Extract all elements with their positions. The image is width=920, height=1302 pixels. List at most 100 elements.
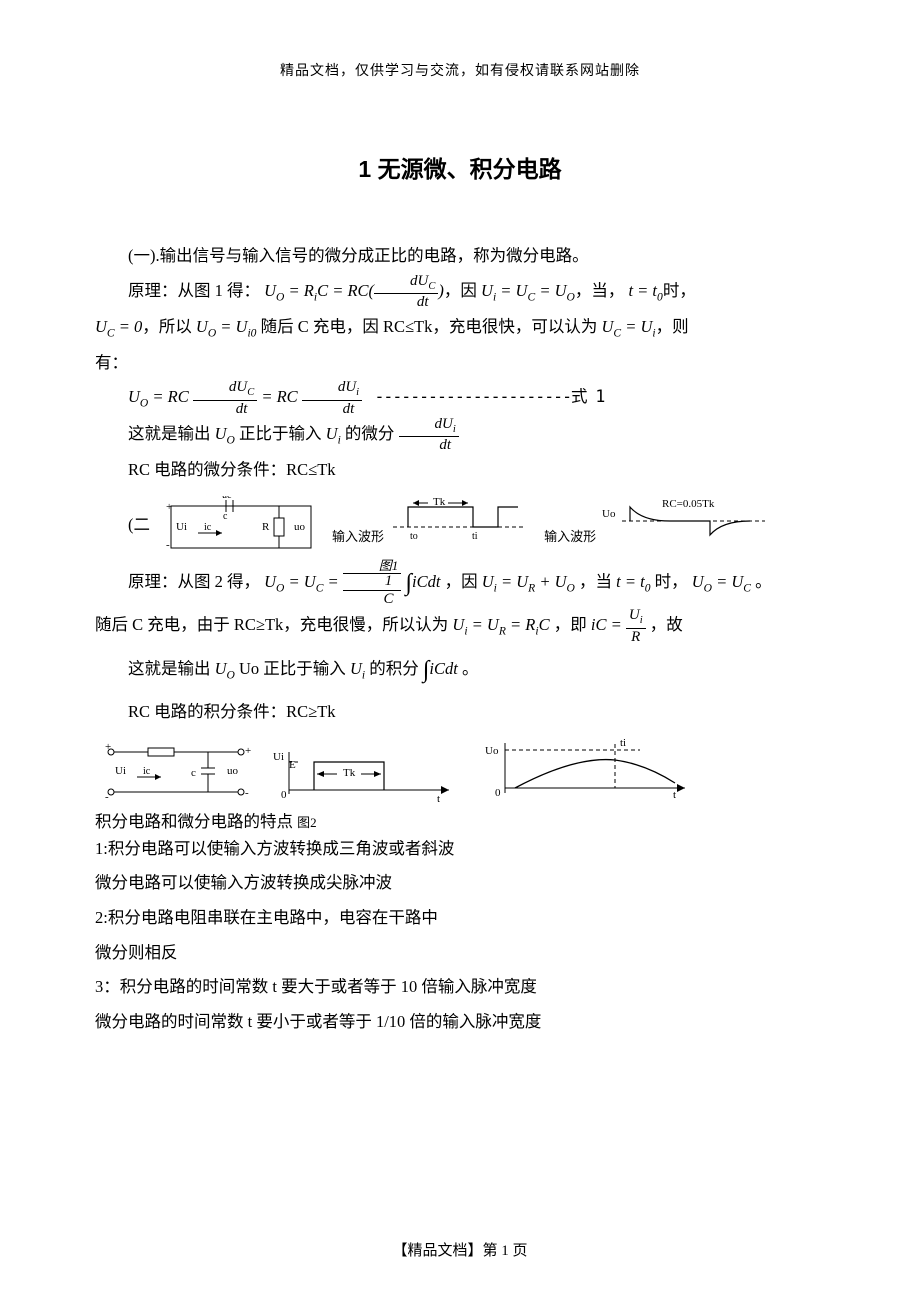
svg-text:-: - xyxy=(166,539,170,551)
svg-text:c: c xyxy=(223,511,228,522)
formula-text: UO = UC xyxy=(692,572,751,591)
formula-text: = RC xyxy=(261,387,297,406)
document-page: 精品文档，仅供学习与交流，如有侵权请联系网站删除 1 无源微、积分电路 (一).… xyxy=(0,0,920,1302)
formula-text: Ui = UR + UO xyxy=(482,572,575,591)
svg-text:0: 0 xyxy=(281,789,287,801)
formula-text: UO = UC = xyxy=(264,572,343,591)
page-footer: 【精品文档】第 1 页 xyxy=(0,1239,920,1260)
feature-item: 3：积分电路的时间常数 t 要大于或者等于 10 倍输入脉冲宽度 xyxy=(95,970,825,1005)
svg-text:-: - xyxy=(105,791,109,803)
formula-text: UO = RiC = RC( xyxy=(264,281,374,300)
text-when: ，当， xyxy=(575,281,625,300)
text: 时， xyxy=(655,572,688,591)
svg-text:RC=0.05Tk: RC=0.05Tk xyxy=(662,498,715,510)
formula-text: UO xyxy=(215,424,235,443)
formula-text: Ui xyxy=(350,659,365,678)
circuit-diagram-2: c Ui ic uo + - + - xyxy=(103,742,253,804)
formula-text: iC = xyxy=(591,615,626,634)
text: ，因 xyxy=(445,572,478,591)
svg-text:Ui: Ui xyxy=(115,765,126,777)
svg-text:c: c xyxy=(191,767,196,779)
feature-item: 微分则相反 xyxy=(95,936,825,971)
svg-text:Uo: Uo xyxy=(602,508,616,520)
formula-text: Ui xyxy=(326,424,341,443)
text: 的微分 xyxy=(345,424,395,443)
features-heading: 积分电路和微分电路的特点 xyxy=(95,812,293,831)
text: 的积分 xyxy=(369,659,419,678)
svg-text:+: + xyxy=(245,745,251,757)
input-waveform-2: Ui E Tk 0 t xyxy=(269,742,459,804)
svg-text:0: 0 xyxy=(495,787,501,799)
formula-text: UO = RC xyxy=(128,387,189,406)
fraction: 图11C xyxy=(343,559,402,607)
input-waveform-svg: Tk to ti xyxy=(388,497,528,541)
text: ，当 xyxy=(579,572,612,591)
fraction: dUCdt xyxy=(193,380,257,417)
text: Uo 正比于输入 xyxy=(239,659,346,678)
para-explain1: 这就是输出 UO 正比于输入 Ui 的微分 dUidt xyxy=(95,417,825,454)
feature-item: 微分电路可以使输入方波转换成尖脉冲波 xyxy=(95,866,825,901)
text: ，故 xyxy=(650,615,683,634)
page-title: 1 无源微、积分电路 xyxy=(95,150,825,184)
fraction: dUidt xyxy=(399,417,459,454)
fraction: dUidt xyxy=(302,380,362,417)
document-body: (一).输出信号与输入信号的微分成正比的电路，称为微分电路。 原理：从图 1 得… xyxy=(95,239,825,1040)
header-notice: 精品文档，仅供学习与交流，如有侵权请联系网站删除 xyxy=(95,60,825,80)
fraction: dUCdt xyxy=(374,274,438,311)
feature-item: 微分电路的时间常数 t 要小于或者等于 1/10 倍的输入脉冲宽度 xyxy=(95,1005,825,1040)
formula-text: UO = Ui0 xyxy=(196,317,257,336)
output-wave-block: 输入波形 Uo RC=0.05Tk xyxy=(544,497,770,554)
svg-text:ti: ti xyxy=(472,531,478,541)
output-waveform-svg: Uo RC=0.05Tk xyxy=(600,497,770,541)
wave-label: 输入波形 xyxy=(544,529,596,544)
text: 正比于输入 xyxy=(239,424,322,443)
numerator: dUC xyxy=(374,274,438,295)
svg-text:+: + xyxy=(166,501,172,513)
equation-1: UO = RC dUCdt = RC dUidt ---------------… xyxy=(95,380,825,417)
formula-text: t = t0 xyxy=(616,572,650,591)
text-cause: ，因 xyxy=(444,281,477,300)
svg-text:Ui: Ui xyxy=(273,751,284,763)
input-wave-block: 输入波形 Tk to ti xyxy=(332,497,528,554)
feature-item: 1:积分电路可以使输入方波转换成三角波或者斜波 xyxy=(95,832,825,867)
text: 这就是输出 xyxy=(128,659,211,678)
circuit-diagram-1: uc c R Ui ic uo + - xyxy=(166,496,316,554)
output-waveform-2: Uo ti 0 t xyxy=(475,738,695,808)
formula-text: Ui = UC = UO xyxy=(481,281,575,300)
text: 原理：从图 2 得， xyxy=(128,572,260,591)
svg-text:R: R xyxy=(262,521,270,533)
fig2-caption: 图2 xyxy=(297,815,317,830)
para-explain2: 这就是输出 UO Uo 正比于输入 Ui 的积分 ∫iCdt 。 xyxy=(95,645,825,695)
dash-line: ----------------------式 1 xyxy=(374,387,604,406)
svg-text:to: to xyxy=(410,531,418,541)
svg-text:t: t xyxy=(673,789,676,801)
formula-text: Ui = UR = RiC xyxy=(452,615,549,634)
text: 这就是输出 xyxy=(128,424,211,443)
denominator: dt xyxy=(374,294,438,310)
text: 随后 C 充电，由于 RC≥Tk，充电很慢，所以认为 xyxy=(95,615,448,634)
formula-text: UO xyxy=(215,659,235,678)
figure-2-row: c Ui ic uo + - + - Ui E Tk xyxy=(103,738,825,808)
fraction: UiR xyxy=(626,608,646,645)
svg-text:Uo: Uo xyxy=(485,745,499,757)
para-definition: (一).输出信号与输入信号的微分成正比的电路，称为微分电路。 xyxy=(95,239,825,274)
para-section2-line2: 随后 C 充电，由于 RC≥Tk，充电很慢，所以认为 Ui = UR = RiC… xyxy=(95,608,825,645)
figure-1-row: (二 uc c R Ui ic xyxy=(95,496,825,554)
text-label: 原理：从图 1 得： xyxy=(128,281,260,300)
feature-item: 2:积分电路电阻串联在主电路中，电容在干路中 xyxy=(95,901,825,936)
fig1-label-inline: 图1 xyxy=(343,559,402,574)
svg-text:+: + xyxy=(105,742,111,753)
condition-2: RC 电路的积分条件：RC≥Tk xyxy=(95,695,825,730)
para-line2: UC = 0，所以 UO = Ui0 随后 C 充电，因 RC≤Tk，充电很快，… xyxy=(95,310,825,346)
para-principle-1: 原理：从图 1 得： UO = RiC = RC(dUCdt)，因 Ui = U… xyxy=(95,274,825,311)
features-heading-row: 积分电路和微分电路的特点 图2 xyxy=(95,812,825,832)
svg-text:ic: ic xyxy=(143,766,151,777)
wave-label: 输入波形 xyxy=(332,529,384,544)
text: ，则 xyxy=(656,317,689,336)
para-principle-2: 原理：从图 2 得， UO = UC = 图11C ∫iCdt ，因 Ui = … xyxy=(95,558,825,608)
svg-text:Tk: Tk xyxy=(343,767,356,779)
svg-text:uc: uc xyxy=(222,496,232,501)
svg-text:uo: uo xyxy=(294,521,306,533)
text: 随后 C 充电，因 RC≤Tk，充电很快，可以认为 xyxy=(256,317,597,336)
svg-text:ti: ti xyxy=(620,738,626,749)
